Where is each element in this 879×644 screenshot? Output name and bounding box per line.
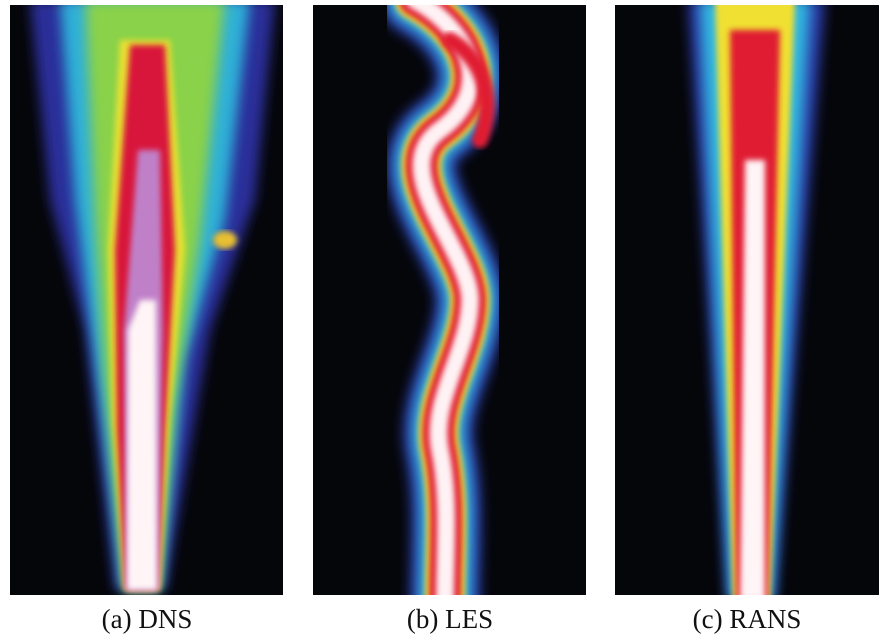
les-panel (313, 0, 586, 600)
rans-panel (615, 0, 879, 600)
caption: (c) RANS (693, 604, 802, 634)
dns-panel (10, 0, 283, 595)
figure: (a) DNS (b) LES (c) RANS (0, 0, 879, 644)
page: (a) DNS (b) LES (c) RANS (() => { const … (0, 0, 879, 644)
caption: (a) DNS (102, 604, 193, 634)
caption: (b) LES (407, 604, 493, 634)
